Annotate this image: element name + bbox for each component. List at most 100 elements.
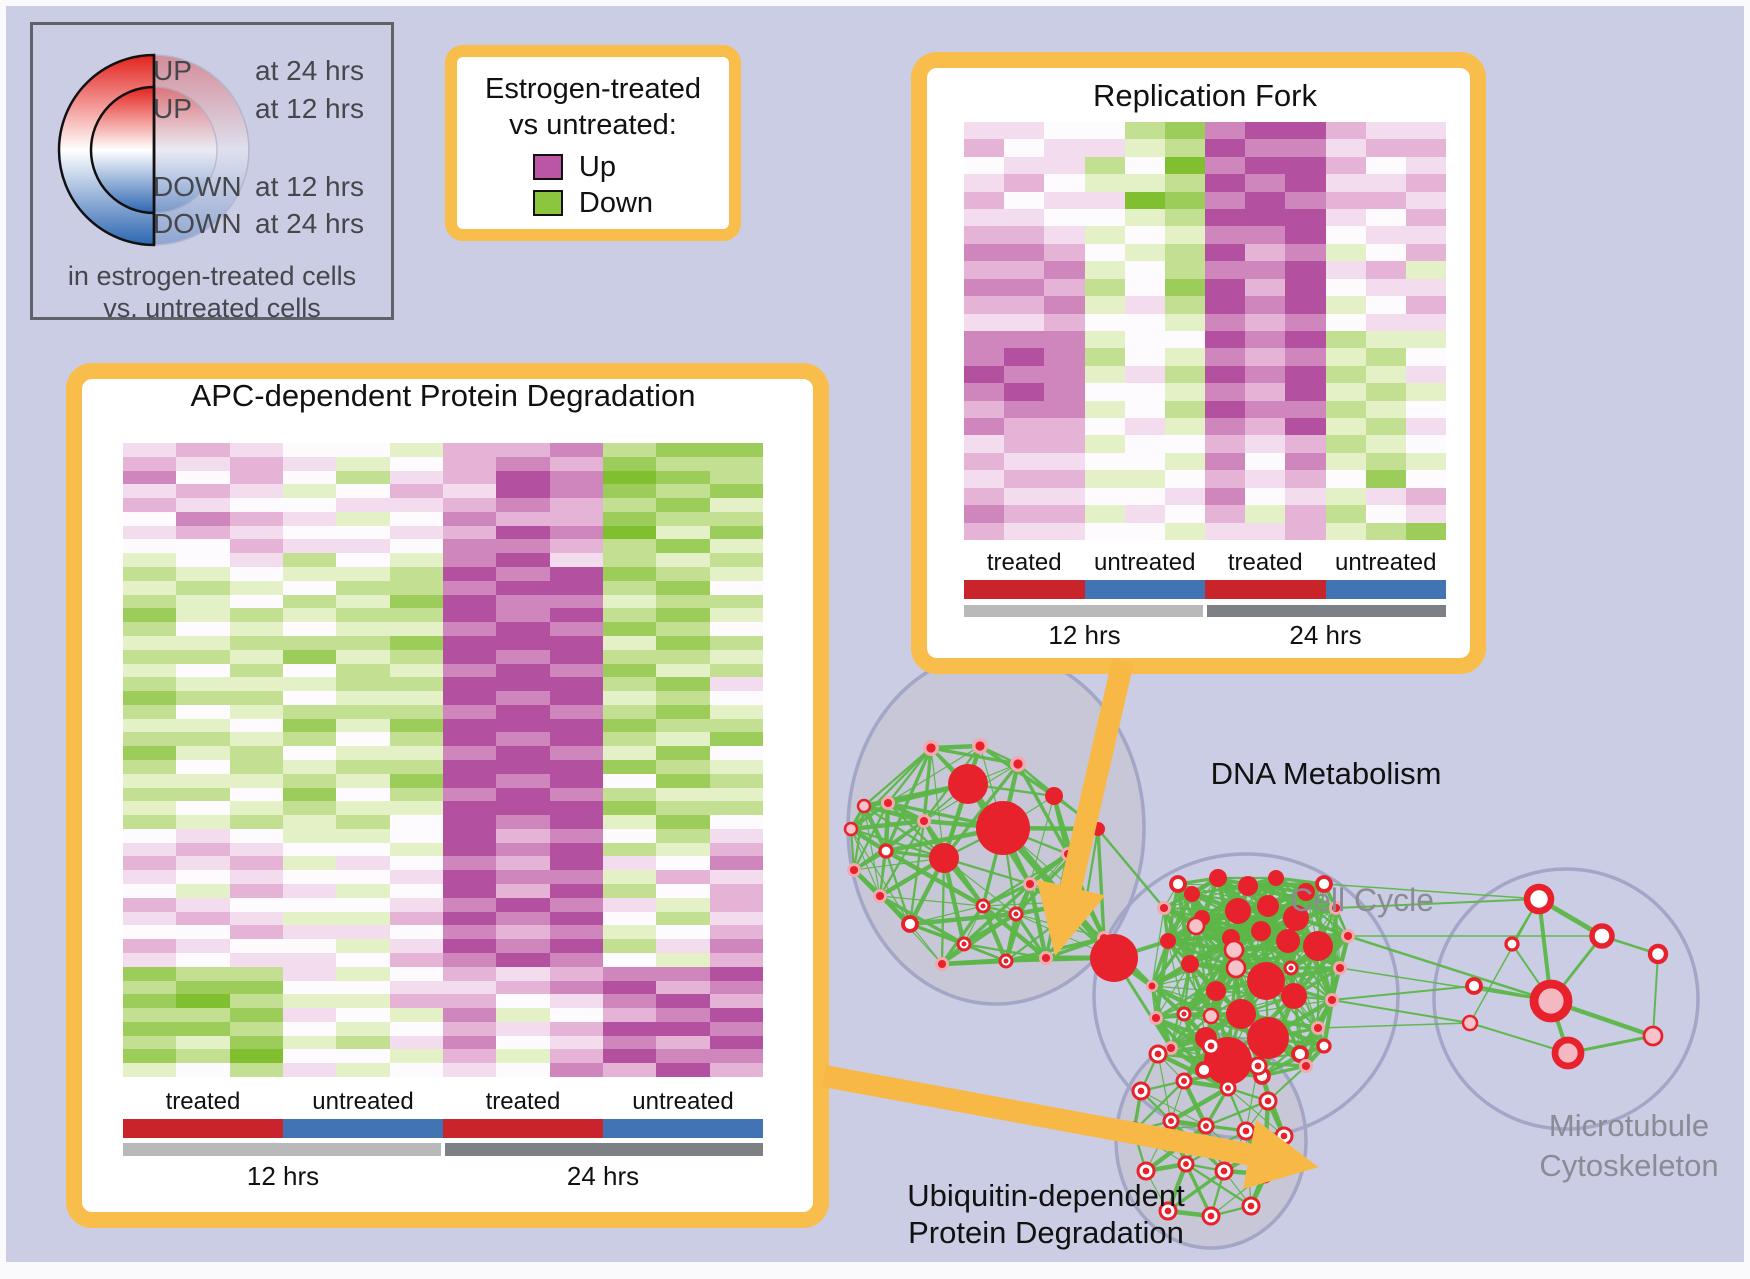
color-legend-title-line2: vs untreated:: [509, 109, 677, 141]
network-edge: [1000, 763, 1021, 829]
network-edge: [884, 849, 985, 908]
heatmap-cell: [229, 649, 283, 664]
heatmap-cell: [1044, 191, 1085, 210]
heatmap-cell: [1205, 487, 1246, 506]
heatmap-cell: [1044, 383, 1085, 401]
heatmap-cell: [602, 925, 657, 940]
heatmap-cell: [123, 787, 177, 802]
heatmap-cell: [709, 608, 763, 623]
network-edge: [1166, 939, 1218, 993]
network-edge: [1316, 944, 1342, 970]
network-edge: [1294, 882, 1326, 920]
wheel-up-24-time: at 24 hrs: [255, 55, 364, 86]
network-edge: [1239, 1012, 1270, 1040]
ubiquitin-cluster: [1114, 1032, 1308, 1250]
heatmap-cell: [549, 456, 603, 471]
heatmap-cell: [602, 1021, 657, 1036]
heatmap-cell: [282, 1035, 337, 1050]
network-edge: [1181, 1080, 1209, 1127]
heatmap-cell: [496, 966, 550, 981]
network-edge: [1305, 882, 1325, 894]
heatmap-cell: [1004, 139, 1045, 157]
heatmap-cell: [549, 718, 603, 733]
network-edge: [1290, 967, 1325, 1047]
network-edge: [1316, 907, 1338, 947]
network-node: [1184, 886, 1200, 902]
heatmap-cell: [1245, 505, 1286, 523]
network-edge: [1191, 892, 1239, 913]
network-edge: [1290, 907, 1337, 969]
heatmap-cell: [123, 718, 177, 733]
network-edge: [1215, 990, 1242, 1015]
heatmap-cell: [709, 456, 763, 471]
network-edge: [1339, 967, 1552, 1002]
network-edge: [1167, 925, 1197, 942]
heatmap-cell: [442, 525, 497, 540]
network-node: [1090, 934, 1138, 982]
heatmap-cell: [1044, 278, 1085, 297]
heatmap-cell: [1044, 156, 1085, 175]
network-edge: [1177, 882, 1239, 913]
network-edge: [852, 805, 866, 871]
network-edge: [1163, 907, 1237, 969]
heatmap-cell: [123, 622, 177, 636]
heatmap-cell: [1124, 243, 1165, 262]
network-edge: [1167, 940, 1185, 1015]
heatmap-cell: [1164, 226, 1205, 244]
heatmap-cell: [1004, 313, 1045, 331]
heatmap-cell: [442, 649, 497, 664]
heatmap-cell: [549, 966, 603, 981]
heatmap-cell: [389, 704, 443, 719]
network-node: [1220, 1167, 1228, 1175]
heatmap-cell: [123, 732, 177, 747]
heatmap-cell: [1084, 226, 1125, 244]
heatmap-cell: [1124, 122, 1165, 140]
network-node: [1225, 898, 1251, 924]
heatmap-cell: [442, 732, 497, 747]
heatmap-cell: [389, 815, 443, 829]
heatmap-cell: [602, 649, 657, 664]
heatmap-cell: [1124, 278, 1165, 297]
network-edge: [1202, 990, 1218, 1071]
heatmap-cell: [229, 1049, 283, 1064]
heatmap-cell: [964, 330, 1005, 349]
network-edge: [1189, 963, 1207, 1039]
heatmap-cell: [656, 511, 710, 526]
network-edge: [1215, 979, 1267, 993]
up-color-swatch: [532, 154, 563, 180]
heatmap-cell: [1084, 122, 1125, 140]
network-edge: [1133, 1130, 1187, 1165]
network-edge: [1230, 937, 1292, 969]
network-node: [1162, 1112, 1180, 1130]
network-edge: [1295, 916, 1349, 938]
heatmap-cell: [496, 594, 550, 609]
heatmap-cell: [442, 980, 497, 995]
heatmap-cell: [1405, 243, 1446, 262]
figure-background: DNA Metabolism Cell Cycle Microtubule Cytos…: [6, 6, 1744, 1262]
network-nodes: [843, 738, 1669, 1226]
network-edge: [1177, 883, 1249, 887]
network-edge: [1204, 1087, 1230, 1127]
network-edge: [1549, 935, 1604, 1002]
network-edge: [1182, 948, 1236, 1016]
network-edge: [1235, 966, 1295, 998]
heatmap-cell: [602, 470, 657, 485]
heatmap-cell: [229, 663, 283, 678]
network-edge: [1289, 967, 1296, 997]
heatmap-cell: [709, 691, 763, 705]
heatmap-cell: [1325, 296, 1366, 314]
heatmap-cell: [602, 1035, 657, 1050]
network-edge: [1167, 940, 1212, 1017]
heatmap-cell: [964, 313, 1005, 331]
network-node: [1168, 1118, 1174, 1124]
heatmap-cell: [229, 608, 283, 623]
heatmap-cell: [1004, 122, 1045, 140]
network-edge: [1240, 967, 1292, 1015]
heatmap-cell: [964, 522, 1005, 540]
heatmap-cell: [709, 828, 763, 843]
network-node: [856, 798, 872, 814]
network-node: [1195, 1061, 1213, 1079]
heatmap-cell: [442, 952, 497, 967]
heatmap-cell: [496, 773, 550, 788]
heatmap-cell: [1124, 452, 1165, 471]
